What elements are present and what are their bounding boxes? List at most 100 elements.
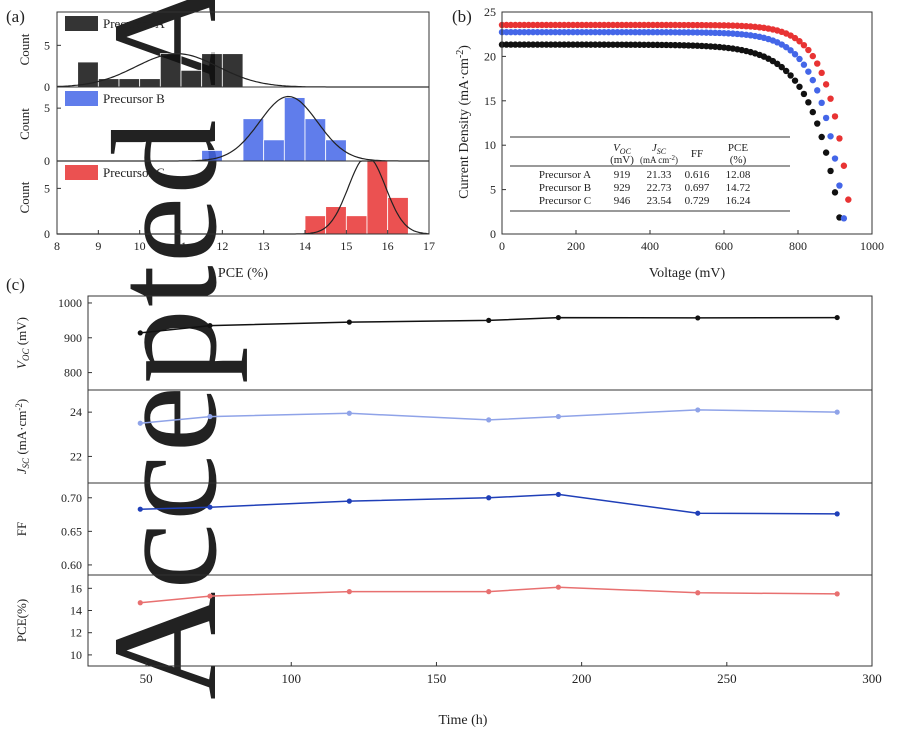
jv-data-point [649, 21, 657, 29]
jv-data-point [658, 29, 666, 36]
y-axis-title: Count [17, 181, 32, 213]
jv-data-point [654, 41, 661, 49]
jv-data-point [809, 76, 816, 84]
jv-data-point [640, 41, 648, 48]
y-tick-label: 0.70 [61, 491, 82, 505]
jv-data-point [600, 41, 608, 48]
jv-data-point [627, 28, 634, 36]
data-point [137, 330, 143, 336]
data-point [555, 491, 562, 498]
histogram-bar [139, 78, 161, 88]
jv-data-point [529, 21, 537, 29]
y-axis-title: VOC (mV) [14, 317, 31, 369]
jv-data-point [600, 21, 608, 29]
jv-data-point [605, 21, 612, 29]
data-point [834, 511, 840, 517]
jv-data-point [547, 21, 555, 29]
histogram-bar [159, 53, 182, 88]
watermark-text: Accepted Article [82, 0, 248, 700]
jv-data-point [574, 28, 581, 36]
y-tick-label: 10 [484, 138, 496, 152]
y-tick-label: 900 [64, 331, 82, 345]
x-tick-label: 11 [175, 239, 187, 253]
jv-data-point [694, 21, 701, 29]
jv-data-point [583, 21, 590, 29]
data-point [137, 506, 143, 512]
table-cell: 929 [614, 182, 631, 194]
jv-data-point [698, 21, 705, 29]
x-tick-label: 0 [499, 239, 505, 253]
jv-data-point [623, 41, 630, 48]
y-tick-label: 0 [44, 154, 50, 168]
data-point [486, 589, 492, 595]
jv-data-point [521, 41, 528, 48]
jv-data-point [698, 29, 705, 36]
jv-data-point [667, 41, 674, 49]
data-point [486, 317, 492, 323]
panel-b-y-axis-title: Current Density (mA·cm-2) [455, 45, 472, 199]
jv-data-point [543, 21, 550, 29]
jv-data-point [600, 28, 608, 36]
x-tick-label: 600 [715, 239, 733, 253]
data-point [137, 600, 143, 606]
jv-data-point [787, 72, 794, 79]
y-axis-title-superscript: -2 [14, 403, 24, 411]
histogram-frame [56, 160, 430, 235]
y-axis-title-unit: (mV) [14, 317, 29, 348]
jv-data-point [592, 28, 599, 36]
jv-data-point [618, 28, 626, 36]
jv-data-point [640, 21, 648, 29]
jv-data-point [592, 21, 599, 29]
jv-data-point [565, 21, 572, 29]
unit-superscript: -2 [669, 154, 675, 162]
jv-data-point [689, 29, 697, 36]
y-tick-label: 5 [490, 183, 496, 197]
jv-data-point [796, 55, 803, 63]
jv-data-point [512, 41, 519, 48]
jv-data-point [676, 42, 683, 49]
jv-data-point [809, 52, 816, 60]
jv-data-point [547, 28, 555, 36]
unit-text-end: ) [675, 155, 678, 165]
table-row-label: Precursor A [539, 169, 591, 181]
jv-data-point [782, 43, 790, 51]
histogram-bar [201, 53, 223, 88]
jv-data-point [676, 21, 683, 29]
y-tick-label: 5 [44, 38, 50, 52]
jv-data-point [609, 28, 617, 36]
x-tick-label: 150 [427, 671, 447, 686]
jv-data-point [636, 28, 643, 36]
jv-data-point [512, 21, 519, 29]
stability-series-pce: 10 12 14 16 PCE(%) [14, 574, 873, 667]
y-tick-label: 20 [484, 49, 496, 63]
histogram-bar [180, 69, 203, 88]
jv-data-point [814, 87, 821, 94]
jv-data-point [507, 21, 515, 29]
y-tick-label: 0 [490, 227, 496, 241]
plot-frame [501, 11, 873, 235]
y-axis-title: FF [14, 522, 29, 536]
jv-data-point [632, 21, 639, 29]
data-point [486, 417, 492, 423]
x-tick-label: 200 [572, 671, 592, 686]
jv-data-point [658, 41, 666, 49]
jv-data-point [587, 21, 594, 29]
data-point [207, 413, 213, 420]
jv-data-point [831, 189, 839, 196]
jv-data-point [552, 28, 559, 36]
jv-data-point [587, 28, 594, 36]
y-tick-label: 15 [484, 94, 496, 108]
jv-data-point [654, 21, 661, 29]
data-point [486, 495, 492, 501]
jv-data-point [791, 77, 799, 84]
jv-data-point [796, 38, 803, 45]
histogram-bar [263, 139, 285, 162]
histogram-3: 0 5 Count Precursor C [17, 160, 430, 241]
jv-data-point [649, 41, 657, 49]
jv-data-point [663, 29, 670, 36]
jv-series-1 [498, 41, 843, 221]
jv-data-point [814, 120, 821, 127]
x-tick-label: 400 [641, 239, 659, 253]
watermark-layer: Accepted Article [82, 0, 248, 700]
x-tick-label: 8 [54, 239, 60, 253]
